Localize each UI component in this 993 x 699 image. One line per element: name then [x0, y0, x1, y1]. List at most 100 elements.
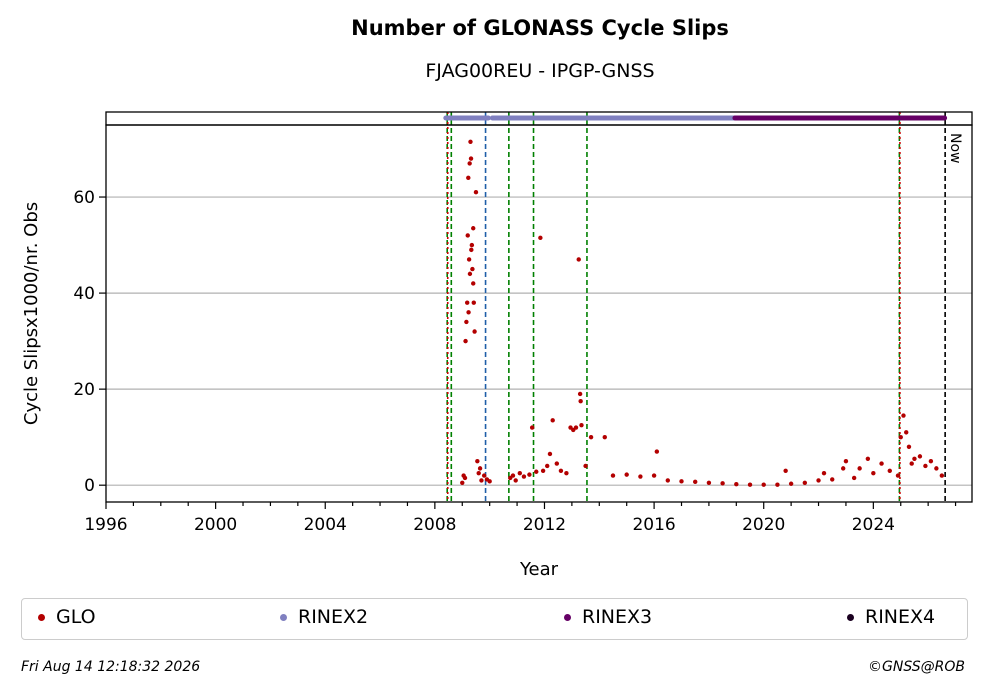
data-point-glo	[513, 478, 518, 483]
data-point-glo	[588, 434, 594, 440]
data-point-glo	[481, 473, 487, 478]
data-point-glo	[547, 451, 553, 457]
data-point-glo	[802, 480, 808, 485]
x-tick-label: 2024	[852, 515, 895, 535]
legend-marker-rinex2	[280, 613, 287, 621]
data-point-glo	[464, 300, 470, 305]
data-point-glo	[529, 425, 535, 430]
data-point-glo	[906, 444, 912, 449]
data-point-glo	[477, 466, 483, 471]
x-tick-label: 2012	[523, 515, 566, 535]
data-point-glo	[469, 242, 475, 248]
data-point-glo	[624, 472, 629, 477]
x-tick-label: 2020	[742, 515, 785, 535]
data-point-glo	[468, 156, 474, 161]
data-point-glo	[706, 480, 712, 485]
y-axis-label: Cycle Slipsx1000/nr. Obs	[21, 202, 42, 425]
data-point-glo	[471, 226, 476, 231]
legend-marker-rinex4	[847, 613, 854, 621]
data-point-glo	[887, 468, 892, 473]
data-point-glo	[898, 434, 903, 440]
data-point-glo	[904, 430, 909, 435]
data-point-glo	[665, 478, 671, 483]
x-tick-label: 2000	[194, 515, 237, 535]
data-point-glo	[538, 235, 543, 241]
data-point-glo	[851, 475, 857, 481]
data-point-glo	[909, 461, 914, 466]
data-point-glo	[865, 456, 871, 461]
data-points	[460, 139, 945, 487]
data-point-glo	[564, 470, 569, 476]
data-point-glo	[479, 478, 484, 483]
axes: 1996 2000 2004 2008 2012 2016 2020 2024 0 20 40 60 Y…	[21, 111, 973, 580]
data-point-glo	[476, 470, 481, 476]
data-point-glo	[857, 466, 862, 471]
data-point-glo	[679, 479, 684, 484]
data-point-glo	[466, 257, 472, 262]
x-tick-label: 2008	[413, 515, 456, 535]
data-point-glo	[469, 247, 474, 253]
data-point-glo	[879, 461, 884, 466]
legend: GLO RINEX2 RINEX3 RINEX4	[21, 598, 968, 640]
data-point-glo	[912, 456, 917, 461]
data-point-glo	[534, 469, 539, 474]
data-point-glo	[840, 466, 846, 471]
y-tick-label: 40	[73, 284, 95, 304]
data-point-glo	[654, 449, 660, 454]
data-point-glo	[463, 338, 468, 344]
data-point-glo	[550, 418, 555, 423]
legend-marker-glo	[38, 613, 45, 621]
data-point-glo	[465, 233, 470, 238]
legend-item-rinex4: RINEX4	[847, 606, 935, 628]
data-point-glo	[573, 425, 579, 430]
data-point-glo	[510, 473, 516, 478]
data-point-glo	[470, 266, 475, 272]
data-point-glo	[928, 458, 934, 464]
data-point-glo	[578, 398, 583, 404]
data-point-glo	[468, 139, 473, 145]
legend-label-glo: GLO	[56, 606, 96, 628]
data-point-glo	[775, 482, 780, 487]
data-point-glo	[517, 470, 523, 476]
data-point-glo	[579, 422, 584, 428]
x-tick-label: 2004	[304, 515, 347, 535]
x-tick-label: 1996	[84, 515, 127, 535]
data-point-glo	[895, 473, 901, 478]
data-point-glo	[521, 474, 527, 479]
data-point-glo	[464, 319, 469, 325]
data-point-glo	[527, 472, 532, 477]
data-point-glo	[475, 458, 480, 464]
data-point-glo	[466, 175, 471, 181]
data-point-glo	[558, 468, 564, 473]
data-point-glo	[487, 479, 492, 484]
data-point-glo	[466, 310, 471, 315]
x-axis-label: Year	[519, 559, 559, 580]
data-point-glo	[816, 478, 821, 483]
legend-item-glo: GLO	[38, 606, 96, 628]
data-point-glo	[545, 463, 550, 469]
legend-label-rinex2: RINEX2	[298, 606, 369, 628]
data-point-glo	[467, 161, 472, 166]
y-tick-label: 0	[84, 476, 95, 496]
data-point-glo	[467, 271, 473, 277]
data-point-glo	[788, 481, 794, 486]
data-point-glo	[923, 463, 928, 469]
data-point-glo	[473, 190, 479, 195]
data-point-glo	[747, 482, 753, 487]
data-point-glo	[610, 473, 616, 478]
legend-label-rinex4: RINEX4	[865, 606, 936, 628]
data-point-glo	[761, 482, 766, 487]
plot-frame	[105, 124, 973, 503]
data-point-glo	[939, 473, 945, 478]
data-point-glo	[460, 480, 465, 485]
legend-item-rinex3: RINEX3	[564, 606, 652, 628]
data-point-glo	[843, 458, 849, 464]
grid-layer	[106, 196, 972, 486]
data-point-glo	[871, 470, 876, 476]
data-point-glo	[554, 461, 560, 466]
data-point-glo	[471, 281, 476, 286]
now-label: Now	[947, 133, 963, 164]
data-point-glo	[472, 329, 477, 334]
vertical-event-lines: Now	[446, 112, 963, 502]
